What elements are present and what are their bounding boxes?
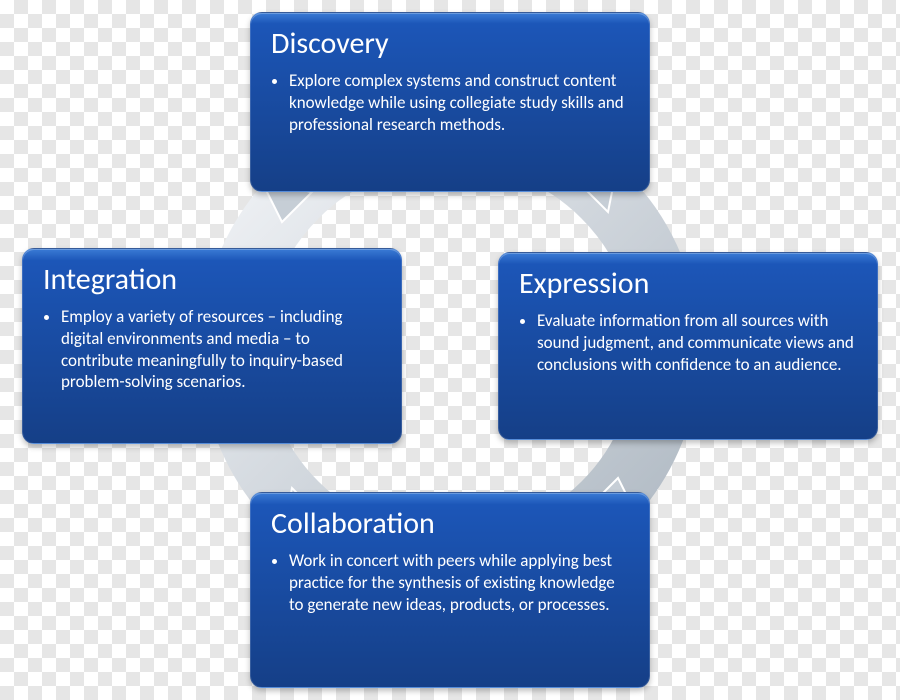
card-title: Expression bbox=[519, 267, 857, 300]
card-expression: Expression Evaluate information from all… bbox=[498, 252, 878, 440]
card-title: Collaboration bbox=[271, 507, 629, 540]
card-integration: Integration Employ a variety of resource… bbox=[22, 248, 402, 444]
card-discovery: Discovery Explore complex systems and co… bbox=[250, 12, 650, 192]
card-title: Integration bbox=[43, 263, 381, 296]
card-body: Explore complex systems and construct co… bbox=[289, 70, 629, 135]
diagram-stage: Discovery Explore complex systems and co… bbox=[0, 0, 900, 700]
card-body: Evaluate information from all sources wi… bbox=[537, 310, 857, 375]
card-body: Employ a variety of resources – includin… bbox=[61, 306, 381, 393]
card-body: Work in concert with peers while applyin… bbox=[289, 550, 629, 615]
card-collaboration: Collaboration Work in concert with peers… bbox=[250, 492, 650, 688]
card-title: Discovery bbox=[271, 27, 629, 60]
